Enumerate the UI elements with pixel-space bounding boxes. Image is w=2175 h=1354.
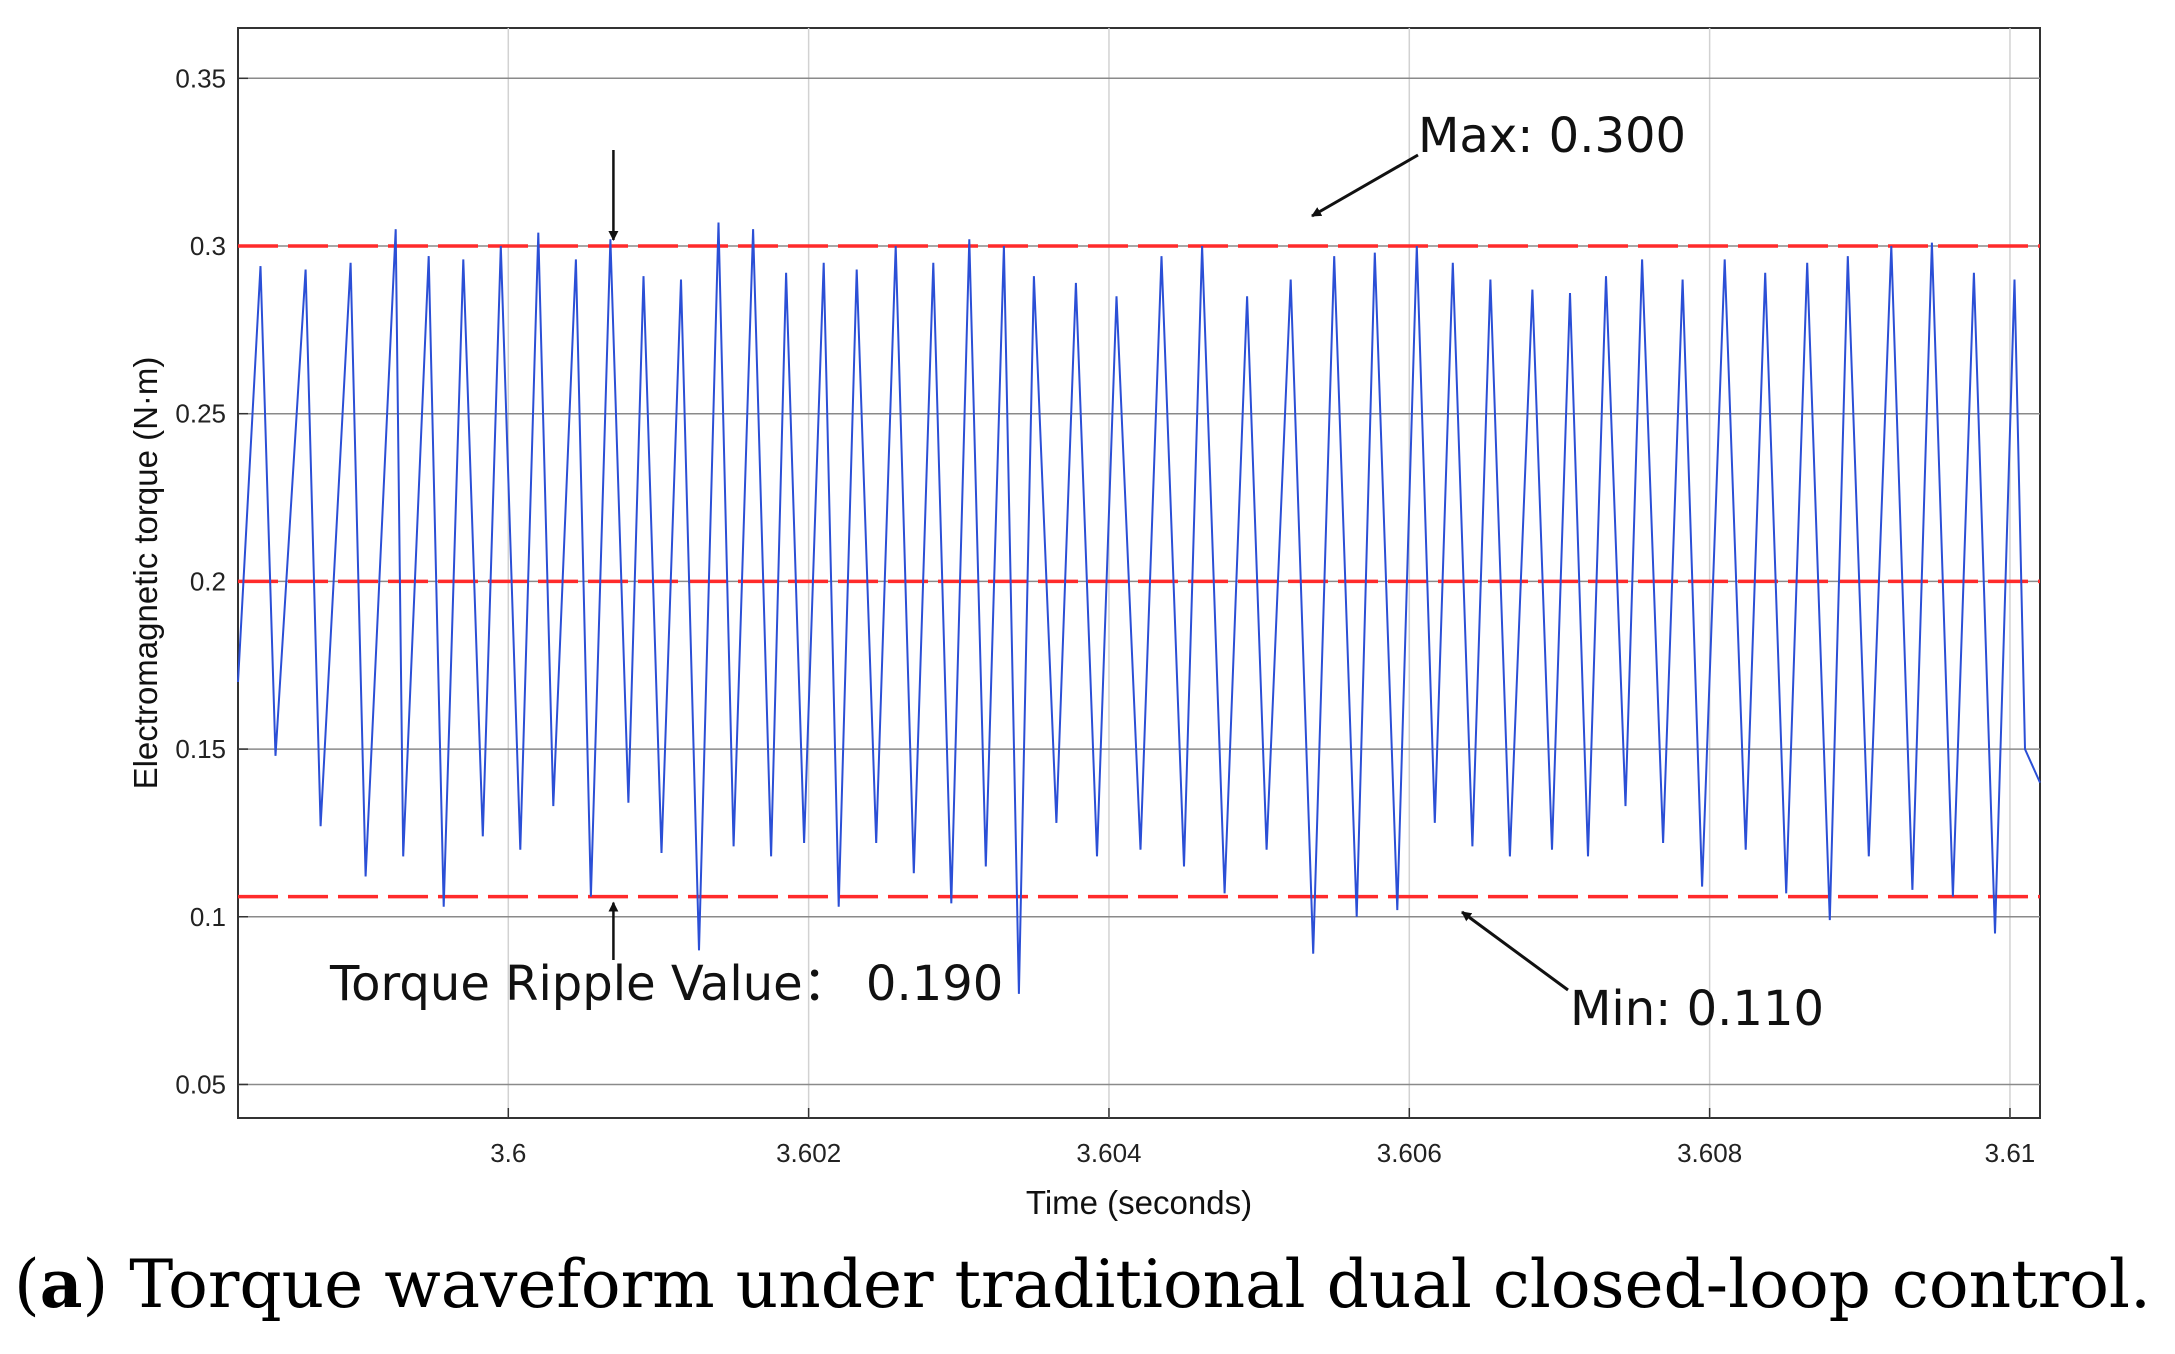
caption-text: Torque waveform under traditional dual c… (108, 1246, 2152, 1323)
y-tick-label: 0.35 (175, 63, 226, 93)
x-tick-label: 3.608 (1677, 1138, 1742, 1168)
y-axis-label: Electromagnetic torque (N·m) (127, 357, 164, 790)
x-tick-label: 3.602 (776, 1138, 841, 1168)
torque-waveform (237, 222, 2041, 994)
min-annotation: Min: 0.110 (1570, 981, 1824, 1037)
x-axis-label: Time (seconds) (1026, 1184, 1252, 1221)
annotation-arrows (608, 150, 1569, 992)
x-tick-label: 3.606 (1377, 1138, 1442, 1168)
max-annotation: Max: 0.300 (1418, 108, 1686, 164)
caption-open-paren: ( (14, 1246, 40, 1323)
y-tick-label: 0.3 (190, 231, 226, 261)
y-axis-ticks: 0.05 0.1 0.15 0.2 0.25 0.3 0.35 (175, 63, 248, 1099)
y-tick-label: 0.15 (175, 734, 226, 764)
plot-area (237, 27, 2041, 1119)
x-axis-ticks: 3.6 3.602 3.604 3.606 3.608 3.61 (490, 1108, 2035, 1168)
x-tick-label: 3.6 (490, 1138, 526, 1168)
caption-close-paren: ) (82, 1246, 109, 1323)
x-tick-label: 3.604 (1076, 1138, 1141, 1168)
y-tick-label: 0.25 (175, 399, 226, 429)
figure-caption: (a) Torque waveform under traditional du… (14, 1245, 2151, 1323)
y-tick-label: 0.1 (190, 902, 226, 932)
max-arrow (1311, 153, 1419, 218)
x-tick-label: 3.61 (1985, 1138, 2036, 1168)
y-tick-label: 0.2 (190, 566, 226, 596)
torque-chart: 3.6 3.602 3.604 3.606 3.608 3.61 0.050.10.150… (127, 27, 2041, 1221)
y-tick-label: 0.05 (175, 1069, 226, 1099)
caption-letter: a (39, 1245, 83, 1323)
ripple-annotation: Torque Ripple Value： 0.190 (329, 956, 1003, 1012)
min-arrow (1461, 910, 1569, 992)
